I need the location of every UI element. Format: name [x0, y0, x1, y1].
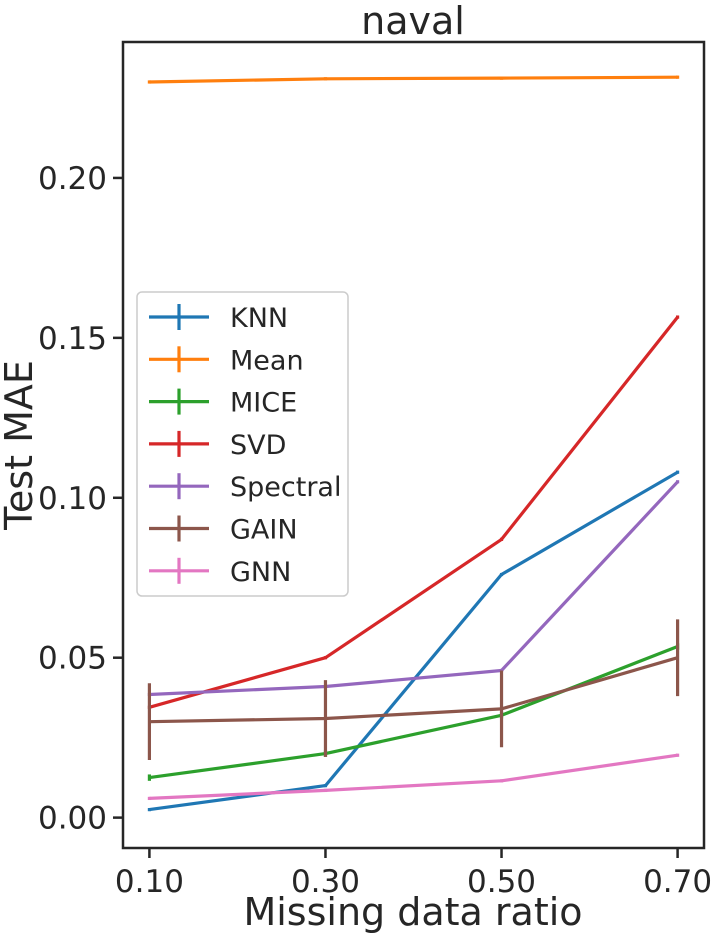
legend-label-gnn: GNN: [230, 557, 291, 588]
legend: KNN Mean MICE SVD Spectral GAIN GNN: [136, 291, 349, 597]
legend-box: [136, 291, 349, 597]
plot-area: [147, 75, 680, 812]
legend-label-svd: SVD: [230, 430, 286, 461]
series-line-spectral: [149, 480, 679, 697]
axes: 0.10 0.30 0.50 0.70 0.00 0.05 0.10 0.15 0.20: [38, 161, 712, 900]
x-tick-label: 0.10: [115, 864, 184, 900]
y-tick-label: 0.15: [38, 321, 107, 357]
legend-label-mean: Mean: [230, 345, 304, 376]
y-axis-label: Test MAE: [0, 360, 41, 531]
series-line-mice: [149, 645, 679, 780]
series-line-svd: [148, 316, 679, 709]
series-line-mean: [149, 75, 678, 84]
x-tick-label: 0.70: [643, 864, 712, 900]
legend-label-gain: GAIN: [230, 515, 298, 546]
legend-label-knn: KNN: [230, 303, 288, 334]
x-axis-label: Missing data ratio: [243, 890, 582, 934]
y-tick-label: 0.05: [38, 641, 107, 677]
legend-label-mice: MICE: [230, 388, 297, 419]
y-tick-label: 0.20: [38, 161, 107, 197]
y-tick-label: 0.00: [38, 801, 107, 837]
x-tick-label: 0.50: [467, 864, 536, 900]
legend-label-spectral: Spectral: [230, 472, 341, 503]
series-line-gain: [149, 656, 679, 724]
chart-title: naval: [361, 0, 465, 43]
series-line-gnn: [149, 753, 678, 800]
x-tick-label: 0.30: [291, 864, 360, 900]
y-tick-label: 0.10: [38, 481, 107, 517]
plot-frame: [121, 40, 706, 850]
